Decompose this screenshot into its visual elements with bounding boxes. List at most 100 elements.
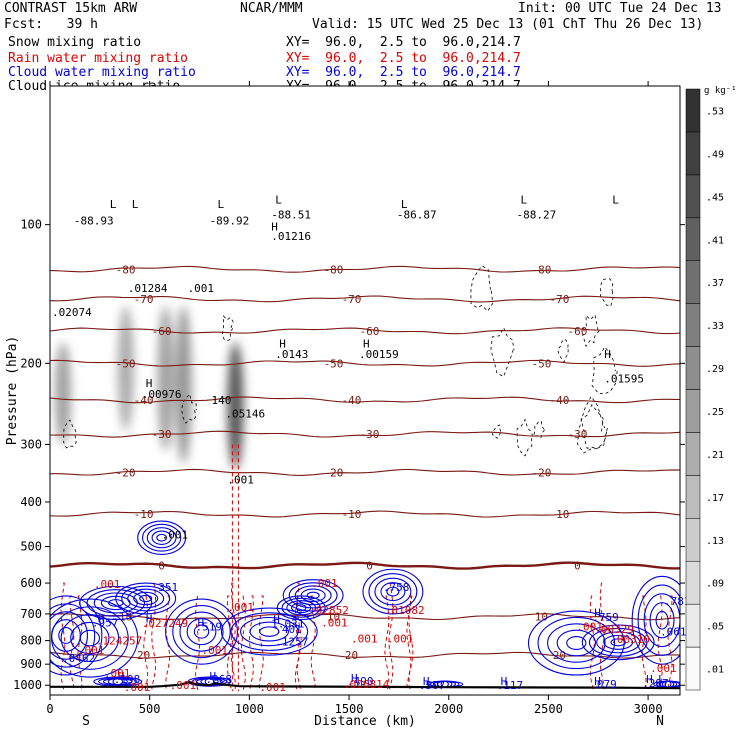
cloud-water-contour (368, 573, 418, 610)
cloud-water-contour (193, 624, 210, 639)
field-xy-snow: XY= 96.0, 2.5 to 96.0,214.7 (286, 35, 521, 50)
cloud-water-contour (259, 626, 280, 637)
colorbar-swatch (685, 217, 701, 261)
cloud-ice-contour (599, 278, 614, 307)
temperature-label: 10 (327, 611, 340, 624)
annotation-35: .519 (196, 620, 223, 633)
annotation-58: .00310 (610, 633, 650, 646)
annotation-74: L (658, 673, 665, 686)
temperature-label: -50 (324, 357, 344, 370)
cloud-water-contour (288, 582, 338, 609)
cloud-ice-contour (516, 418, 534, 457)
cloud-water-contour (566, 636, 587, 650)
annotation-26: .05146 (225, 407, 265, 420)
cloud-water-contour (547, 623, 606, 663)
temperature-contour-8 (50, 561, 680, 570)
cloud-water-contour (306, 591, 320, 600)
colorbar-label: .29 (706, 364, 724, 375)
temperature-label: -10 (549, 508, 569, 521)
rain-contour (296, 595, 302, 692)
annotation-39: H (98, 612, 105, 625)
annotation-25: 140 (211, 394, 231, 407)
annotation-20: .00159 (359, 348, 399, 361)
cloud-water-contour (179, 611, 224, 652)
temperature-label: -30 (567, 428, 587, 441)
annotation-49: .02852 (309, 604, 349, 617)
cloud-water-contour (610, 638, 626, 647)
x-axis-label: Distance (km) (314, 714, 416, 729)
annotation-64: H (351, 672, 358, 685)
organization: NCAR/MMM (240, 1, 303, 16)
temperature-label: -40 (342, 394, 362, 407)
cloud-water-contour (527, 610, 625, 676)
cloud-water-contour (50, 598, 139, 678)
x-tick-label: 1000 (235, 702, 264, 716)
y-tick-label: 800 (20, 634, 42, 648)
plot-frame (49, 85, 681, 696)
terrain-line (50, 681, 680, 690)
temperature-label: -20 (531, 466, 551, 479)
colorbar-swatch (685, 346, 701, 390)
temperature-label: 10 (119, 611, 132, 624)
annotation-42: .027249 (142, 617, 188, 630)
cloud-water-contour (294, 585, 332, 606)
annotation-56: .781 (664, 595, 691, 608)
annotation-38: .401 (275, 623, 302, 636)
colorbar-swatch (685, 518, 701, 562)
annotation-41: H (146, 612, 153, 625)
annotation-51: .01082 (385, 604, 425, 617)
temperature-label: 20 (137, 649, 150, 662)
field-xy-cloud-water: XY= 96.0, 2.5 to 96.0,214.7 (286, 65, 521, 80)
temperature-contour-6 (50, 468, 680, 476)
snow-shade-3 (175, 305, 192, 464)
cloud-water-contour (50, 611, 89, 660)
annotation-76: .001 (650, 662, 677, 675)
cloud-water-contour (102, 678, 133, 686)
annotation-73: H (646, 673, 653, 686)
y-tick-label: 600 (20, 576, 42, 590)
colorbar-swatch (685, 88, 701, 133)
annotation-43: .124257 (96, 634, 142, 647)
annotation-19: H (363, 338, 370, 351)
cloud-water-contour (603, 634, 634, 650)
annotation-79: .001 (259, 681, 286, 694)
model-title: CONTRAST 15km ARW (4, 1, 138, 16)
y-tick-label: 700 (20, 607, 42, 621)
y-tick-label: 400 (20, 495, 42, 509)
temperature-label: -80 (531, 263, 551, 276)
y-tick-label: 200 (20, 356, 42, 370)
cloud-water-contour (137, 520, 187, 555)
cloud-water-contour (240, 616, 299, 647)
annotation-59: .1257 (275, 636, 308, 649)
temperature-label: -70 (342, 293, 362, 306)
rain-contour (641, 595, 647, 692)
cloud-water-contour (58, 627, 74, 644)
rain-contour (406, 595, 412, 692)
colorbar-label: .45 (706, 192, 724, 203)
annotation-32: .758 (383, 581, 410, 594)
temperature-label: -50 (531, 357, 551, 370)
rain-contour (599, 582, 605, 690)
annotation-62: H (209, 670, 216, 683)
rain-contour (248, 595, 254, 692)
x-tick-label: 0 (46, 702, 53, 716)
annotation-33: .001 (227, 601, 254, 614)
cloud-water-contour (588, 627, 648, 657)
annotation-53: .759 (592, 611, 619, 624)
rain-contour (77, 595, 83, 692)
temperature-label: -70 (134, 293, 154, 306)
annotation-50: .001 (321, 616, 348, 629)
colorbar-label: .41 (706, 235, 724, 246)
annotation-67: H (423, 675, 430, 688)
annotation-8: -89.92 (209, 215, 249, 228)
temperature-label: -30 (360, 428, 380, 441)
annotation-44: .001 (78, 644, 105, 657)
annotation-78: .001 (170, 679, 197, 692)
cloud-ice-contour (181, 393, 197, 424)
cloud-water-contour (637, 584, 680, 656)
colorbar-label: .09 (706, 579, 724, 590)
cloud-water-contour (70, 621, 110, 655)
cloud-ice-contour (576, 395, 608, 454)
annotation-52: H (594, 607, 601, 620)
annotation-72: .079 (590, 678, 617, 691)
